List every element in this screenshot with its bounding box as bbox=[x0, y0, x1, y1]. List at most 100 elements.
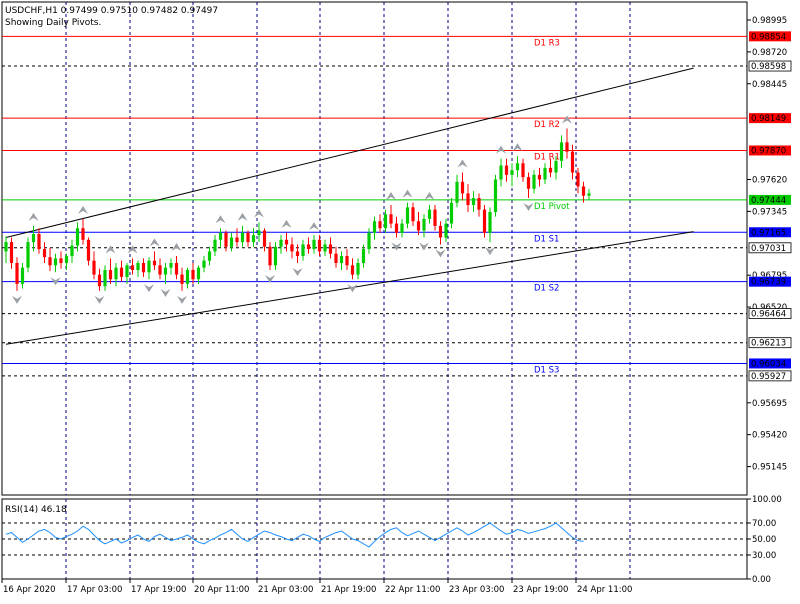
candle bbox=[290, 237, 294, 259]
fractal-up-marker bbox=[386, 192, 396, 200]
candle bbox=[548, 158, 553, 178]
candle-body bbox=[438, 225, 443, 238]
dashed-level-tag bbox=[748, 60, 792, 72]
pivot-name: D1 Pivot bbox=[534, 202, 570, 212]
candle bbox=[328, 237, 333, 259]
candle bbox=[482, 205, 487, 238]
candle bbox=[70, 239, 74, 263]
candle-body bbox=[493, 179, 498, 212]
indicator-note: Showing Daily Pivots. bbox=[5, 18, 101, 28]
candle-body bbox=[471, 198, 476, 205]
pivot-value-tag bbox=[749, 227, 791, 238]
channel-lower-line bbox=[5, 231, 694, 345]
candle-body bbox=[37, 234, 41, 250]
pivot-name: D1 S2 bbox=[534, 284, 559, 294]
candle bbox=[323, 239, 327, 257]
candle bbox=[235, 228, 239, 247]
candle-body bbox=[169, 263, 173, 268]
candle bbox=[477, 193, 481, 217]
candle bbox=[416, 211, 421, 236]
time-tick-label: 17 Apr 19:00 bbox=[131, 585, 186, 595]
candle-body bbox=[537, 174, 542, 180]
candle-body bbox=[328, 244, 333, 254]
fractal-down-marker bbox=[485, 247, 495, 256]
candle-body bbox=[53, 258, 58, 266]
dashed-level-tag bbox=[748, 337, 792, 349]
price-tick-label: 0.96520 bbox=[752, 303, 787, 313]
candle bbox=[345, 249, 349, 270]
candle bbox=[515, 156, 520, 178]
candle bbox=[532, 170, 536, 194]
candle-body bbox=[350, 265, 355, 275]
candle-body bbox=[548, 167, 553, 173]
candle-body bbox=[20, 267, 25, 284]
candle-body bbox=[108, 269, 113, 280]
candle bbox=[229, 232, 234, 252]
price-tick-label: 0.98995 bbox=[752, 16, 787, 26]
candle-body bbox=[306, 244, 311, 250]
candle bbox=[499, 158, 503, 187]
candle-body bbox=[576, 172, 580, 187]
candle-body bbox=[378, 221, 382, 229]
candle bbox=[213, 235, 217, 257]
candle-body bbox=[587, 193, 591, 196]
fractal-up-marker bbox=[105, 245, 116, 254]
candle-body bbox=[64, 256, 69, 263]
candle-body bbox=[92, 260, 96, 275]
time-tick-label: 21 Apr 03:00 bbox=[258, 585, 313, 595]
candle bbox=[174, 256, 179, 280]
candle bbox=[389, 205, 393, 229]
candle-body bbox=[26, 242, 30, 268]
fractal-up-marker bbox=[402, 189, 413, 198]
candle bbox=[279, 235, 283, 254]
candle-body bbox=[42, 249, 47, 258]
candle bbox=[543, 163, 547, 185]
pivot-value-tag bbox=[749, 113, 791, 124]
candle-body bbox=[48, 257, 52, 266]
candle bbox=[521, 158, 525, 182]
price-tick-label: 0.97620 bbox=[752, 175, 787, 185]
candle-body bbox=[75, 228, 80, 246]
candle-body bbox=[466, 193, 470, 205]
candle-body bbox=[235, 237, 239, 243]
pivot-value-tag bbox=[749, 358, 791, 369]
pivot-value: 0.97165 bbox=[751, 228, 786, 238]
rsi-tick-label: 100.00 bbox=[752, 495, 782, 505]
candle-body bbox=[279, 239, 283, 247]
fractal-up-marker bbox=[127, 245, 138, 254]
candle bbox=[378, 214, 382, 233]
candle-body bbox=[163, 267, 168, 275]
candle bbox=[526, 172, 531, 199]
candle-body bbox=[15, 263, 19, 284]
fractal-down-marker bbox=[292, 268, 303, 276]
candle bbox=[268, 242, 272, 270]
candle bbox=[218, 228, 223, 247]
fractal-up-marker bbox=[237, 212, 248, 221]
fractal-up-marker bbox=[28, 212, 39, 221]
dashed-level-tag bbox=[748, 370, 792, 382]
candle bbox=[224, 230, 228, 252]
candle bbox=[48, 247, 52, 272]
fractal-down-marker bbox=[50, 277, 61, 286]
candle bbox=[251, 228, 256, 247]
rsi-line bbox=[5, 522, 584, 548]
candle bbox=[86, 237, 91, 266]
candle bbox=[438, 221, 443, 245]
candle bbox=[97, 268, 102, 291]
time-tick-label: 24 Apr 11:00 bbox=[577, 585, 632, 595]
candle bbox=[26, 237, 30, 273]
candle bbox=[356, 258, 360, 280]
candle-body bbox=[444, 223, 448, 238]
price-tick-label: 0.98445 bbox=[752, 80, 787, 90]
candle-body bbox=[141, 263, 146, 273]
candle-body bbox=[416, 221, 421, 231]
candle-body bbox=[251, 235, 256, 243]
candle-body bbox=[345, 256, 349, 266]
candle bbox=[576, 167, 580, 194]
candle bbox=[130, 258, 135, 275]
candle bbox=[306, 237, 311, 254]
fractal-up-marker bbox=[149, 238, 160, 247]
candle-body bbox=[202, 260, 206, 268]
candle-body bbox=[559, 142, 564, 161]
